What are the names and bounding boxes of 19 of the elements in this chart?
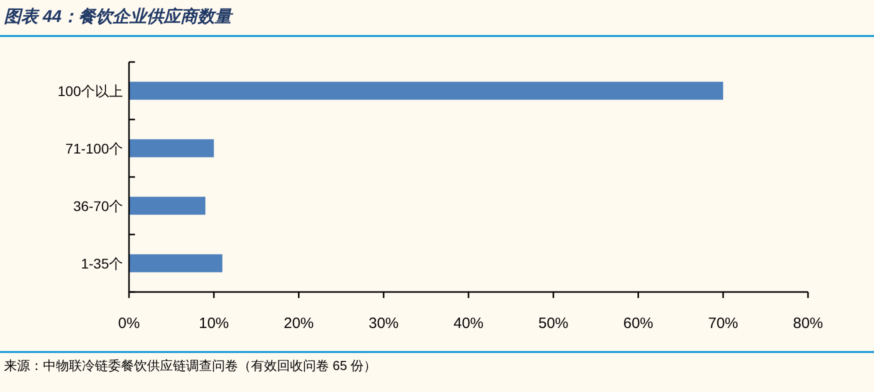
- y-tick-label: 1-35个: [80, 255, 123, 272]
- chart-title: 图表 44：餐饮企业供应商数量: [4, 7, 234, 26]
- y-tick-label: 71-100个: [65, 140, 123, 156]
- x-tick-label: 0%: [118, 315, 140, 332]
- y-tick-label: 36-70个: [73, 198, 123, 214]
- x-tick-label: 40%: [453, 315, 484, 332]
- x-tick-label: 70%: [708, 315, 738, 332]
- x-tick-label: 20%: [284, 315, 314, 332]
- bar: [129, 196, 206, 215]
- y-tick-label: 100个以上: [58, 82, 123, 99]
- x-tick-label: 30%: [368, 315, 399, 332]
- bar: [129, 254, 222, 272]
- x-tick-label: 50%: [538, 315, 568, 332]
- bar: [129, 82, 724, 100]
- source-note: 来源：中物联冷链委餐饮供应链调查问卷（有效回收问卷 65 份）: [4, 358, 377, 373]
- x-tick-label: 60%: [623, 315, 654, 332]
- bar: [129, 139, 214, 158]
- x-tick-label: 80%: [792, 315, 824, 332]
- x-tick-label: 10%: [198, 315, 229, 332]
